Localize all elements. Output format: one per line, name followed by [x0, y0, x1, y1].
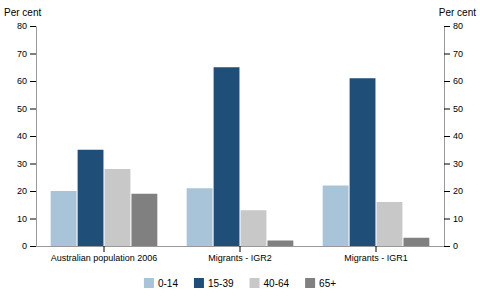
bar — [187, 188, 213, 246]
tick-mark — [444, 164, 450, 165]
legend-item: 40-64 — [250, 278, 290, 289]
tick-label: 30 — [17, 159, 27, 169]
legend-swatch — [144, 278, 154, 288]
tick-label: 80 — [17, 21, 27, 31]
tick: 70 — [17, 49, 36, 59]
tick: Migrants - IGR2 — [208, 246, 272, 263]
tick: 80 — [444, 21, 463, 31]
tick-label: 0 — [453, 241, 458, 251]
bar — [105, 169, 131, 246]
tick-mark — [30, 81, 36, 82]
tick-mark — [240, 246, 241, 252]
tick-mark — [30, 136, 36, 137]
legend-swatch — [250, 278, 260, 288]
bar — [350, 78, 376, 246]
tick-label: 30 — [453, 159, 463, 169]
tick-label: 0 — [22, 241, 27, 251]
tick-label: 20 — [453, 186, 463, 196]
bar — [241, 210, 267, 246]
tick-mark — [444, 81, 450, 82]
tick: 40 — [17, 131, 36, 141]
tick-label: Migrants - IGR2 — [208, 253, 272, 263]
tick-label: 70 — [453, 49, 463, 59]
y2-axis: 0 10 20 30 40 50 60 70 80 — [444, 21, 463, 251]
tick-label: 40 — [17, 131, 27, 141]
tick: 70 — [444, 49, 463, 59]
tick-mark — [30, 109, 36, 110]
tick-label: 50 — [453, 104, 463, 114]
y-axis-title: Per cent — [4, 7, 41, 18]
tick-mark — [444, 246, 450, 247]
bar — [78, 150, 104, 246]
tick: 60 — [17, 76, 36, 86]
tick-label: 10 — [17, 214, 27, 224]
bar — [267, 241, 293, 247]
legend-item: 65+ — [305, 278, 336, 289]
tick: 40 — [444, 131, 463, 141]
tick-mark — [30, 164, 36, 165]
tick-label: 20 — [17, 186, 27, 196]
tick-mark — [30, 26, 36, 27]
tick: 50 — [17, 104, 36, 114]
plot: Australian population 2006 Migrants - IGR… — [4, 7, 476, 263]
tick-mark — [30, 246, 36, 247]
bar — [214, 67, 240, 246]
legend-label: 65+ — [319, 278, 336, 289]
legend-label: 0-14 — [158, 278, 178, 289]
y-axis: 0 10 20 30 40 50 60 70 80 — [17, 21, 37, 251]
tick-label: Australian population 2006 — [51, 253, 158, 263]
tick-label: 60 — [17, 76, 27, 86]
legend-item: 0-14 — [144, 278, 178, 289]
tick: Australian population 2006 — [51, 246, 158, 263]
bars — [51, 67, 430, 246]
axis-line — [36, 27, 37, 247]
tick: 30 — [17, 159, 36, 169]
tick-mark — [376, 246, 377, 252]
tick: 20 — [17, 186, 36, 196]
legend-item: 15-39 — [194, 278, 234, 289]
tick: 50 — [444, 104, 463, 114]
legend-label: 40-64 — [264, 278, 290, 289]
tick-label: 10 — [453, 214, 463, 224]
bar — [403, 238, 429, 246]
tick: 80 — [17, 21, 36, 31]
y2-axis-title: Per cent — [439, 7, 476, 18]
legend-label: 15-39 — [208, 278, 234, 289]
x-axis: Australian population 2006 Migrants - IGR… — [37, 246, 445, 263]
tick: 10 — [17, 214, 36, 224]
tick-mark — [30, 219, 36, 220]
tick-mark — [104, 246, 105, 252]
tick-label: 60 — [453, 76, 463, 86]
bar — [51, 191, 77, 246]
tick: 30 — [444, 159, 463, 169]
bar — [377, 202, 403, 246]
tick-mark — [444, 191, 450, 192]
tick: 20 — [444, 186, 463, 196]
tick: 10 — [444, 214, 463, 224]
bar — [131, 194, 157, 246]
tick-label: 80 — [453, 21, 463, 31]
tick-mark — [444, 54, 450, 55]
tick-mark — [444, 109, 450, 110]
tick-label: 70 — [17, 49, 27, 59]
tick-label: 50 — [17, 104, 27, 114]
tick-mark — [30, 54, 36, 55]
tick: 60 — [444, 76, 463, 86]
tick-mark — [444, 136, 450, 137]
tick-mark — [30, 191, 36, 192]
tick: 0 — [22, 241, 36, 251]
chart: Australian population 2006 Migrants - IGR… — [0, 0, 480, 298]
legend: 0-14 15-39 40-64 65+ — [144, 278, 336, 289]
tick: 0 — [444, 241, 458, 251]
legend-swatch — [194, 278, 204, 288]
tick-mark — [444, 219, 450, 220]
tick-label: Migrants - IGR1 — [344, 253, 408, 263]
tick: Migrants - IGR1 — [344, 246, 408, 263]
legend-swatch — [305, 278, 315, 288]
tick-mark — [444, 26, 450, 27]
tick-label: 40 — [453, 131, 463, 141]
bar — [323, 186, 349, 247]
